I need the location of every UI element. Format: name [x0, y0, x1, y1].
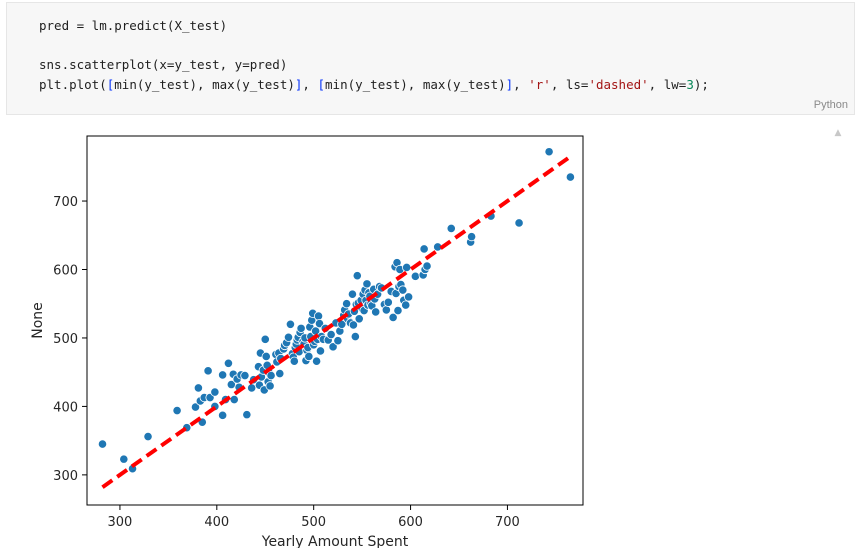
- code-token: min(y_test), max(y_test): [325, 76, 506, 92]
- code-token: ]: [505, 76, 514, 92]
- data-point: [354, 314, 364, 324]
- code-line[interactable]: plt.plot([min(y_test), max(y_test)], [mi…: [39, 75, 709, 95]
- code-token: 'r': [528, 76, 551, 92]
- data-point: [119, 454, 129, 464]
- data-point: [381, 305, 391, 315]
- data-point: [193, 383, 204, 393]
- data-point: [362, 279, 372, 289]
- code-token: pred = lm.predict(X_test): [39, 18, 228, 33]
- data-point: [203, 366, 213, 376]
- data-point: [466, 232, 477, 242]
- data-point: [289, 356, 299, 366]
- code-token: , ls=: [550, 76, 589, 92]
- data-point: [240, 371, 250, 381]
- x-tick-label: 400: [204, 515, 229, 530]
- data-point: [326, 329, 336, 340]
- data-point: [266, 371, 276, 381]
- data-point: [210, 387, 220, 397]
- code-line[interactable]: sns.scatterplot(x=y_test, y=pred): [39, 55, 709, 75]
- data-point: [388, 312, 398, 323]
- data-point: [304, 351, 314, 362]
- data-point: [242, 410, 252, 420]
- data-point: [311, 356, 322, 366]
- y-tick-label: 700: [53, 195, 78, 210]
- data-point: [333, 336, 343, 346]
- y-tick-label: 300: [53, 469, 78, 484]
- data-point: [223, 358, 234, 368]
- data-point: [402, 262, 412, 273]
- code-editor[interactable]: pred = lm.predict(X_test) sns.scatterplo…: [39, 16, 709, 94]
- plot-frame: [86, 135, 584, 506]
- data-point: [371, 307, 381, 317]
- data-point: [446, 223, 456, 234]
- code-token: [: [317, 76, 326, 92]
- data-point: [260, 334, 270, 344]
- code-token: 3: [686, 76, 694, 92]
- data-point: [350, 331, 360, 342]
- data-point: [261, 351, 271, 362]
- y-tick-label: 500: [53, 332, 78, 347]
- code-cell[interactable]: pred = lm.predict(X_test) sns.scatterplo…: [6, 2, 855, 115]
- data-point: [404, 292, 414, 302]
- code-token: sns.scatterplot(x=y_test, y=pred): [39, 57, 288, 72]
- reference-line: [101, 154, 573, 489]
- data-point: [143, 431, 153, 442]
- x-axis-label: Yearly Amount Spent: [261, 534, 409, 548]
- data-point: [265, 381, 275, 391]
- data-point: [296, 323, 306, 333]
- y-tick-label: 400: [53, 400, 78, 415]
- data-point: [393, 305, 403, 316]
- data-point: [229, 394, 239, 405]
- code-token: ,: [302, 76, 318, 92]
- data-point: [410, 271, 421, 281]
- data-point: [315, 346, 326, 356]
- y-axis-label: None: [30, 302, 46, 339]
- data-point: [313, 311, 324, 321]
- data-point: [544, 147, 554, 157]
- data-point: [565, 172, 576, 182]
- data-point: [342, 299, 352, 309]
- data-point: [97, 439, 108, 449]
- data-point: [328, 342, 338, 352]
- data-point: [398, 285, 408, 295]
- code-token: , lw=: [648, 76, 687, 92]
- data-point: [419, 244, 429, 254]
- x-tick-label: 500: [301, 515, 326, 530]
- code-token: ]: [294, 76, 303, 92]
- data-point: [352, 271, 362, 281]
- data-point: [348, 320, 359, 330]
- scroll-up-arrow-icon[interactable]: ▲: [834, 128, 842, 138]
- x-tick-label: 300: [108, 515, 133, 530]
- code-token: [: [106, 76, 115, 92]
- data-point: [247, 383, 257, 393]
- data-point: [275, 368, 285, 379]
- code-token: min(y_test), max(y_test): [114, 76, 295, 92]
- data-point: [190, 402, 201, 412]
- data-point: [347, 289, 358, 299]
- data-point: [401, 300, 411, 310]
- x-tick-label: 700: [495, 515, 520, 530]
- data-point: [218, 370, 228, 380]
- data-point: [422, 261, 432, 271]
- data-point: [218, 410, 228, 420]
- language-label[interactable]: Python: [813, 99, 848, 111]
- data-point: [283, 332, 294, 342]
- code-token: ,: [513, 76, 529, 92]
- data-point: [285, 319, 296, 329]
- code-line[interactable]: pred = lm.predict(X_test): [39, 16, 709, 36]
- data-point: [514, 218, 524, 228]
- code-token: 'dashed': [588, 76, 649, 92]
- data-point: [383, 297, 393, 307]
- y-tick-label: 600: [53, 263, 78, 278]
- data-point: [172, 405, 182, 416]
- code-token: plt.plot(: [39, 76, 107, 92]
- x-tick-label: 600: [398, 515, 423, 530]
- code-token: );: [693, 76, 709, 92]
